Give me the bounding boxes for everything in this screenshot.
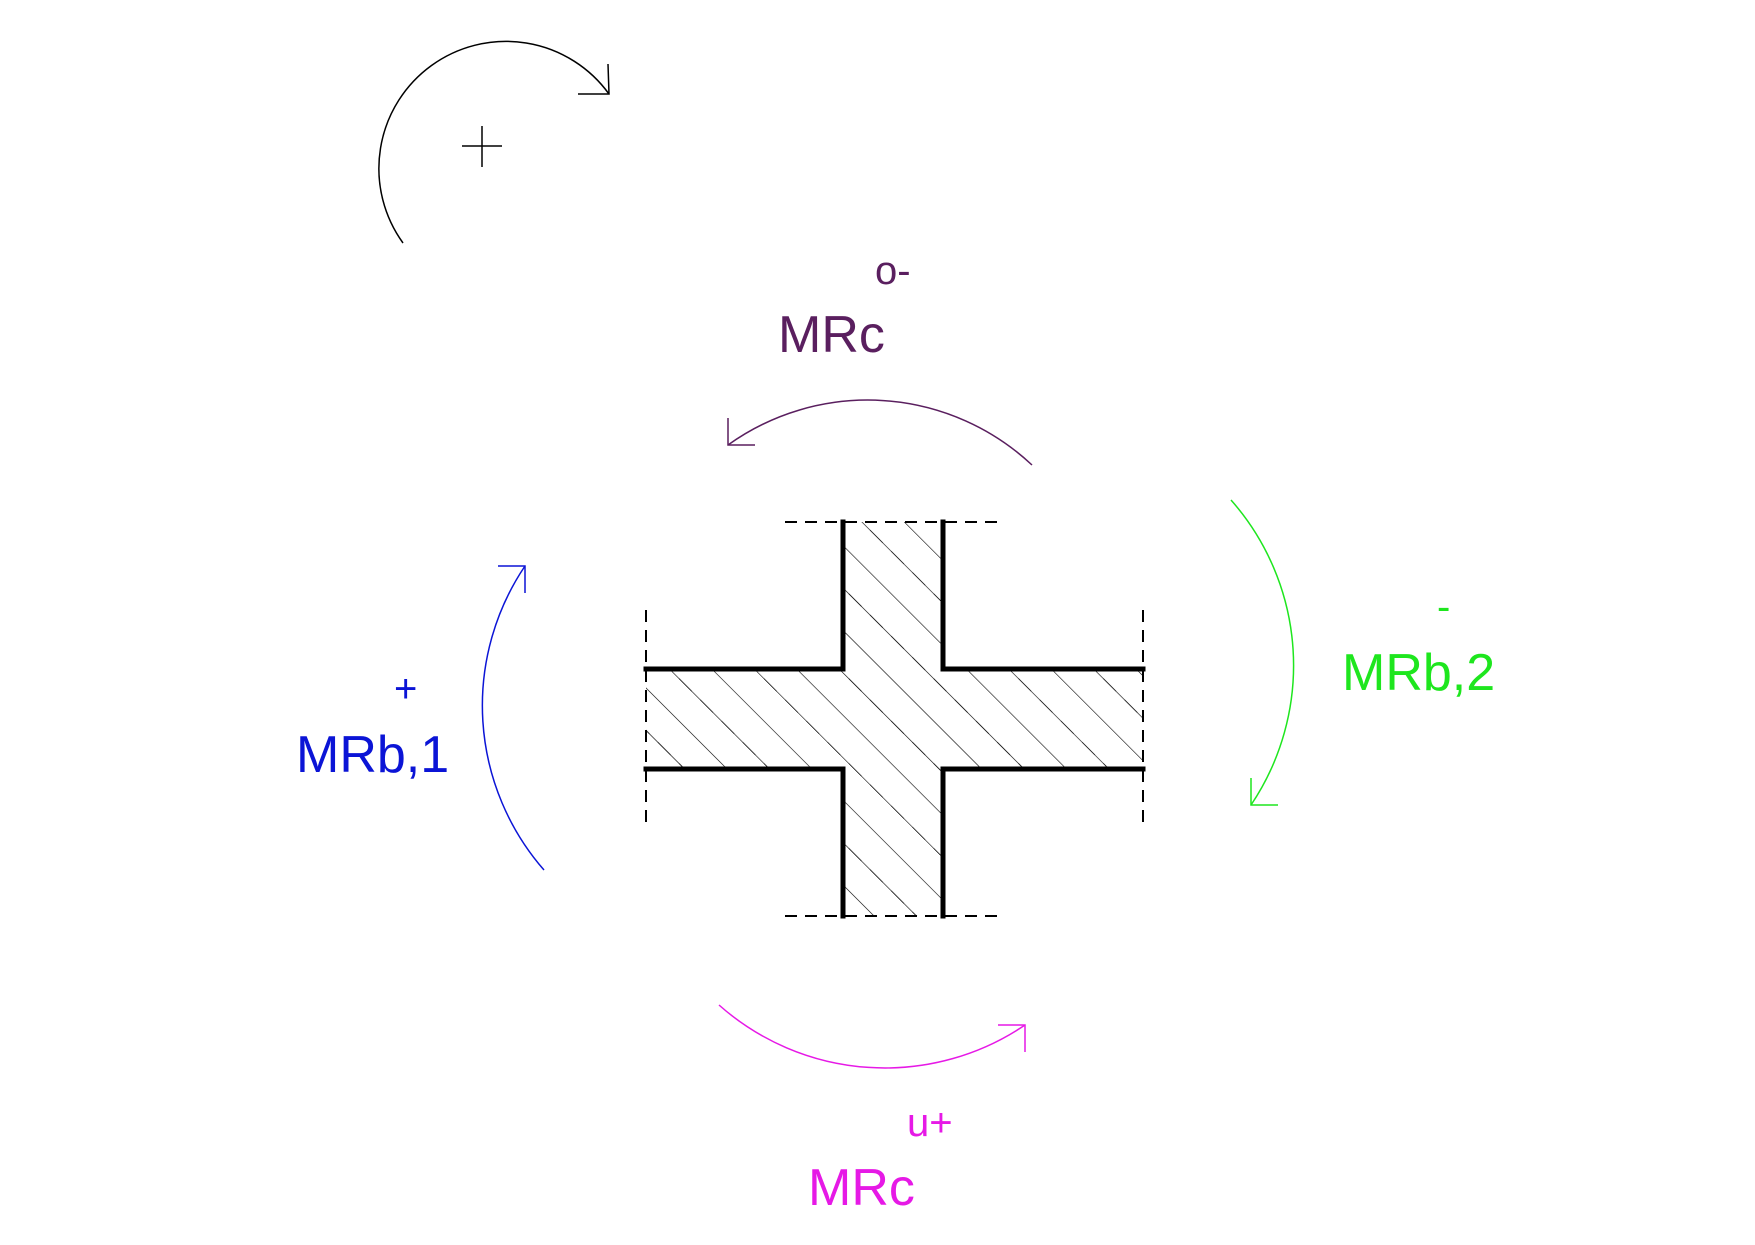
joint-outline [643,519,1146,919]
label-beam-right: - MRb,2 [1342,585,1495,702]
label-column-top: o- MRc [778,249,911,364]
label-beam-left-name: MRb,1 [296,726,449,784]
label-beam-left-superscript: + [394,667,417,711]
label-column-bottom: u+ MRc [808,1101,953,1217]
moment-arrow-column-bottom [718,1004,1026,1069]
sign-convention-plus-symbol [462,126,502,167]
moment-arrow-beam-left [481,565,545,871]
label-beam-right-name: MRb,2 [1342,644,1495,702]
label-beam-left: + MRb,1 [296,667,449,784]
sign-convention-arrowhead [578,63,610,95]
sign-convention [378,40,610,244]
beam-column-joint [643,519,1146,919]
joint-cut-lines [645,521,1144,917]
joint-hatching [646,522,1143,916]
label-column-top-superscript: o- [875,249,911,293]
label-column-bottom-name: MRc [808,1159,915,1217]
label-column-bottom-superscript: u+ [907,1101,953,1145]
label-column-top-name: MRc [778,306,885,364]
sign-convention-arc [378,40,610,244]
moment-arrow-column-top [727,399,1033,466]
moment-arrow-beam-right [1230,499,1295,806]
label-beam-right-superscript: - [1437,585,1450,629]
